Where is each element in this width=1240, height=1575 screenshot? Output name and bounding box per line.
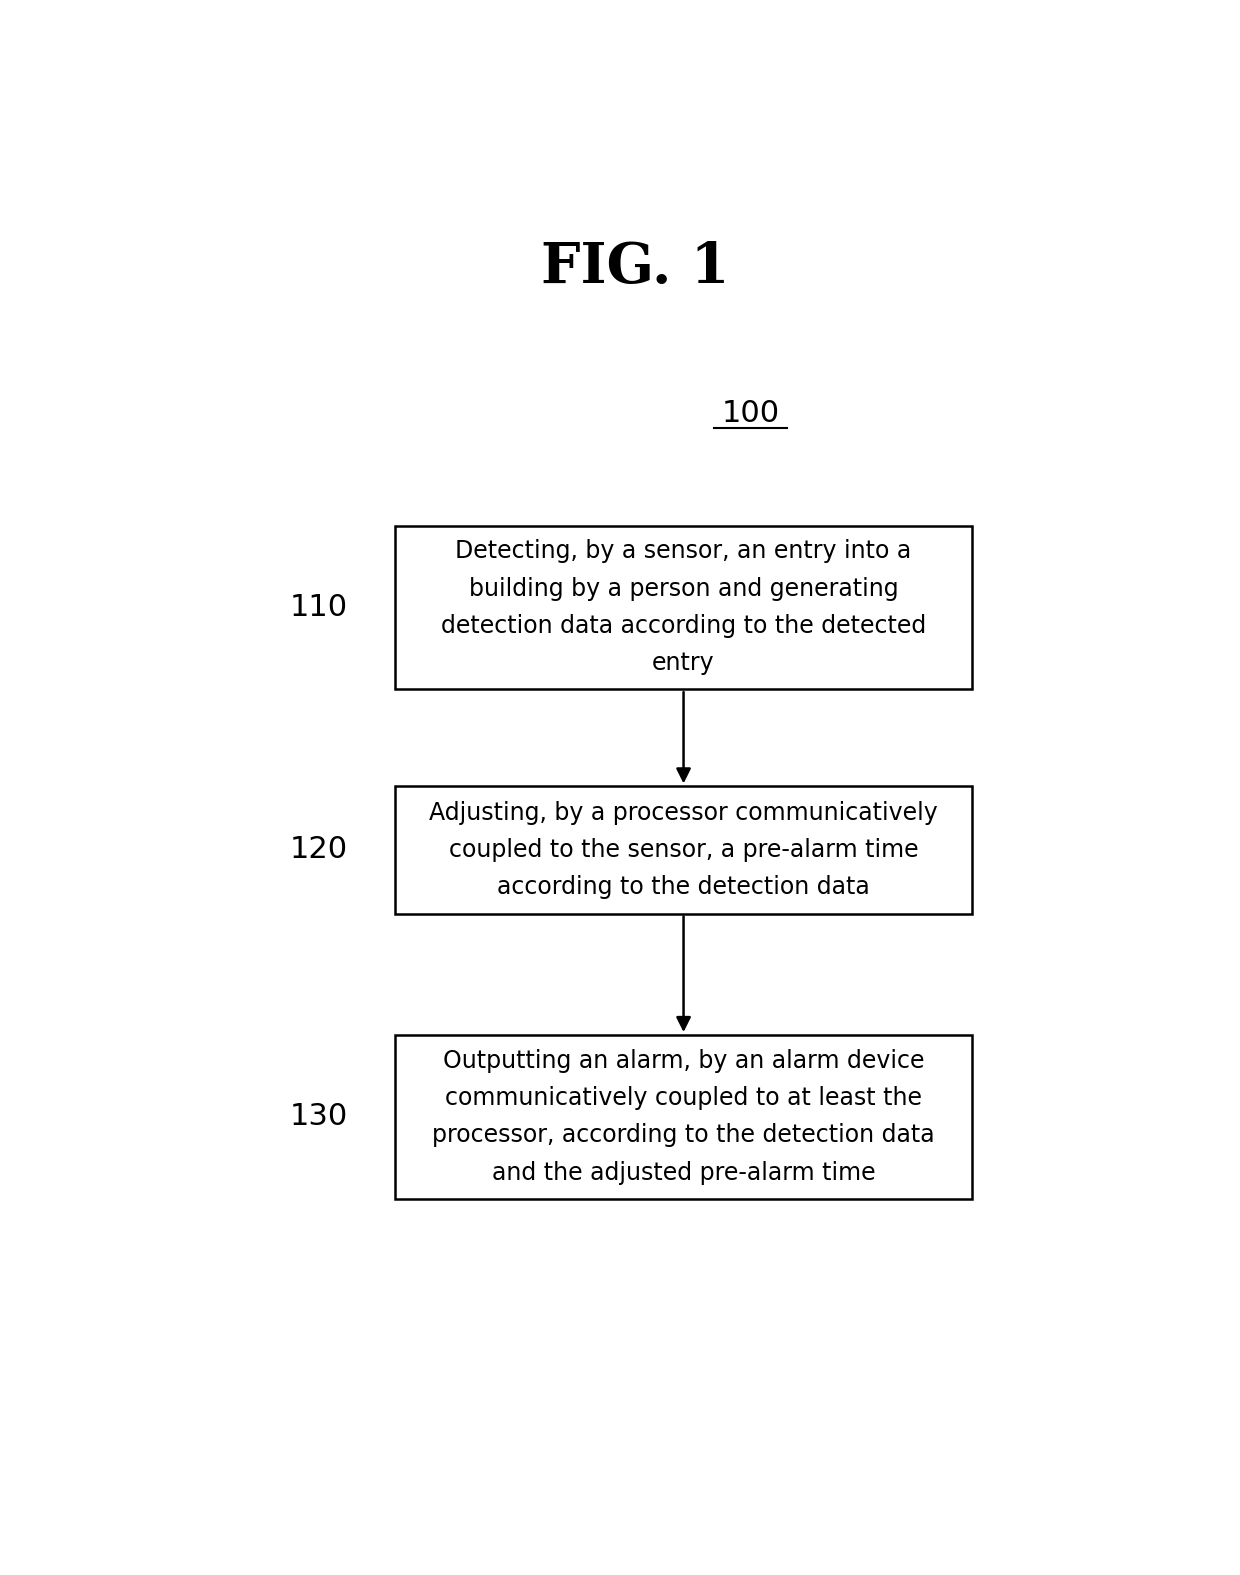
Bar xyxy=(396,786,972,913)
Text: 100: 100 xyxy=(722,398,780,428)
Text: Adjusting, by a processor communicatively
coupled to the sensor, a pre-alarm tim: Adjusting, by a processor communicativel… xyxy=(429,800,937,899)
Text: 120: 120 xyxy=(289,835,347,865)
Text: Detecting, by a sensor, an entry into a
building by a person and generating
dete: Detecting, by a sensor, an entry into a … xyxy=(441,540,926,676)
Text: Outputting an alarm, by an alarm device
communicatively coupled to at least the
: Outputting an alarm, by an alarm device … xyxy=(433,1049,935,1184)
Text: 110: 110 xyxy=(289,592,347,622)
Text: FIG. 1: FIG. 1 xyxy=(542,241,729,296)
Bar xyxy=(396,526,972,690)
Bar xyxy=(396,1035,972,1199)
Text: 130: 130 xyxy=(289,1102,347,1131)
